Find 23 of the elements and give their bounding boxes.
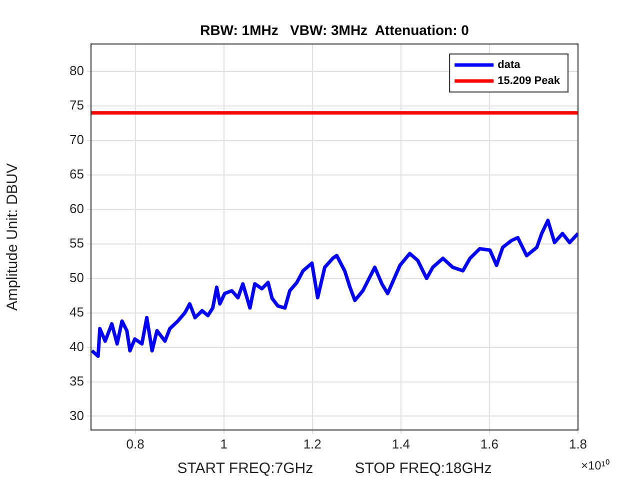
x-tick-label: 1 (220, 436, 228, 452)
y-tick-label: 70 (70, 132, 84, 148)
y-tick-label: 30 (70, 408, 84, 423)
x-tick-label: 1.6 (480, 436, 498, 452)
x-tick-label: 1.8 (568, 436, 588, 452)
y-tick-label: 35 (70, 373, 84, 388)
text: ×10¹⁰ (581, 458, 610, 472)
y-tick-label: 60 (70, 201, 84, 216)
x-axis-title: START FREQ:7GHz STOP FREQ:18GHz (177, 460, 492, 478)
x-tick-label: 1.4 (392, 436, 410, 452)
legend-label: data (498, 59, 522, 72)
y-tick-label: 75 (70, 98, 84, 113)
y-axis-title: Amplitude Unit: DBUV (4, 163, 22, 311)
chart-title: RBW: 1MHz VBW: 3MHz Attenuation: 0 (200, 22, 470, 38)
y-tick-label: 40 (70, 338, 84, 354)
legend-label: 15.209 Peak (498, 75, 561, 88)
y-tick-label: 50 (70, 270, 84, 285)
x-tick-label: 1.2 (303, 436, 322, 452)
y-tick-label: 55 (70, 235, 84, 250)
y-tick-label: 65 (70, 166, 84, 182)
y-tick-label: 80 (70, 63, 84, 78)
y-tick-label: 45 (70, 304, 84, 320)
x-tick-label: 0.8 (126, 436, 144, 452)
